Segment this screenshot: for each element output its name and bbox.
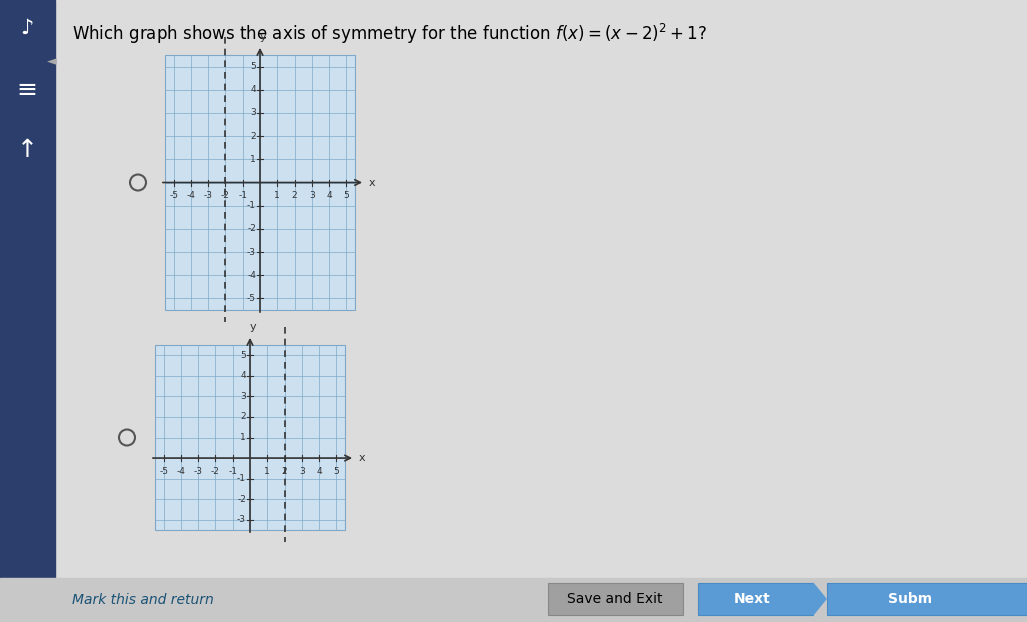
Bar: [548, 583, 683, 615]
Text: 5: 5: [343, 192, 349, 200]
Text: y: y: [260, 32, 266, 42]
Text: 3: 3: [251, 108, 256, 118]
Text: Subm: Subm: [888, 592, 933, 606]
Bar: [827, 583, 1027, 615]
Text: ≡: ≡: [16, 78, 38, 102]
Text: 3: 3: [299, 467, 305, 476]
Text: 5: 5: [251, 62, 256, 71]
Text: 1: 1: [240, 433, 246, 442]
Text: -2: -2: [248, 225, 256, 233]
Text: ◄: ◄: [47, 55, 56, 68]
Polygon shape: [813, 583, 826, 615]
Text: 2: 2: [281, 467, 288, 476]
Text: 2: 2: [251, 132, 256, 141]
Text: ↑: ↑: [16, 138, 38, 162]
Text: 5: 5: [240, 351, 246, 360]
Text: x: x: [359, 453, 366, 463]
Text: -5: -5: [169, 192, 178, 200]
Text: -3: -3: [203, 192, 213, 200]
Text: -1: -1: [238, 192, 248, 200]
Text: 5: 5: [334, 467, 339, 476]
Text: y: y: [250, 322, 257, 332]
Text: Next: Next: [733, 592, 770, 606]
Text: -3: -3: [237, 515, 246, 524]
Text: -3: -3: [248, 248, 256, 256]
Text: 1: 1: [251, 155, 256, 164]
Text: -2: -2: [237, 494, 246, 504]
Text: -4: -4: [248, 271, 256, 280]
Text: x: x: [369, 177, 376, 187]
Bar: [0, 0, 55, 622]
Text: 4: 4: [240, 371, 246, 380]
Text: -2: -2: [221, 192, 230, 200]
Bar: [165, 55, 355, 310]
Text: 1: 1: [264, 467, 270, 476]
Text: 4: 4: [251, 85, 256, 95]
Text: 2: 2: [292, 192, 298, 200]
Text: Mark this and return: Mark this and return: [72, 593, 214, 607]
Text: -5: -5: [159, 467, 168, 476]
Text: -1: -1: [237, 474, 246, 483]
Bar: [698, 583, 813, 615]
Text: 4: 4: [316, 467, 321, 476]
Text: -2: -2: [211, 467, 220, 476]
Text: -4: -4: [177, 467, 185, 476]
Text: -3: -3: [194, 467, 202, 476]
Text: 3: 3: [309, 192, 314, 200]
Text: Which graph shows the axis of symmetry for the function $f(x) = (x - 2)^2 + 1$?: Which graph shows the axis of symmetry f…: [72, 22, 707, 46]
Text: -1: -1: [228, 467, 237, 476]
Text: 3: 3: [240, 392, 246, 401]
Text: 1: 1: [274, 192, 280, 200]
Text: 2: 2: [240, 412, 246, 422]
Text: 4: 4: [327, 192, 332, 200]
Text: ♪: ♪: [21, 18, 34, 38]
Text: -5: -5: [248, 294, 256, 303]
Text: -4: -4: [187, 192, 195, 200]
Bar: [155, 345, 345, 530]
Text: -1: -1: [248, 201, 256, 210]
Text: Save and Exit: Save and Exit: [567, 592, 662, 606]
Bar: [0, 578, 1027, 622]
